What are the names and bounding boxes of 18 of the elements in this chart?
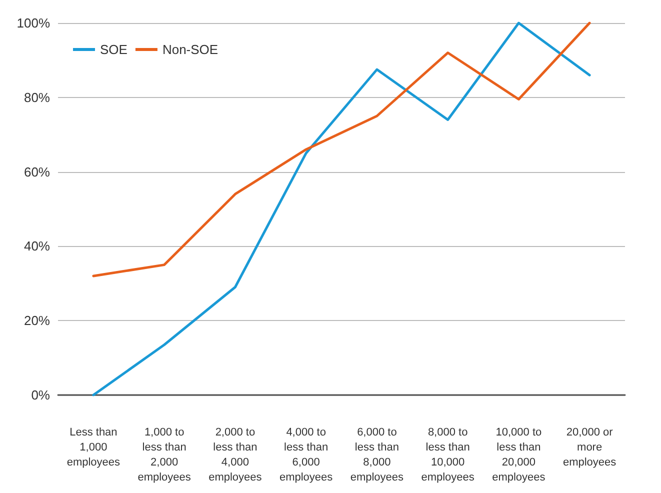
y-tick-label: 40%	[24, 238, 50, 254]
line-series	[92, 22, 591, 396]
x-tick-label: 2,000 to less than 4,000 employees	[208, 426, 262, 484]
y-tick-label: 0%	[31, 388, 50, 402]
line-series	[92, 22, 591, 278]
y-tick-label: 80%	[24, 90, 50, 105]
legend-label: Non-SOE	[162, 42, 218, 57]
x-tick-label: 20,000 or more employees	[562, 426, 617, 468]
y-tick-label: 100%	[16, 16, 50, 30]
x-tick-label: 1,000 to less than 2,000 employees	[138, 426, 192, 484]
x-tick-label: 8,000 to less than 10,000 employees	[421, 426, 475, 484]
x-tick-label: 4,000 to less than 6,000 employees	[279, 426, 334, 484]
x-tick-label: 10,000 to less than 20,000 employees	[492, 426, 546, 484]
y-tick-label: 20%	[24, 313, 50, 328]
y-tick-label: 60%	[24, 164, 50, 180]
legend-label: SOE	[100, 42, 128, 57]
x-tick-label: Less than 1,000 employees	[66, 426, 121, 468]
x-tick-label: 6,000 to less than 8,000 employees	[350, 426, 404, 484]
